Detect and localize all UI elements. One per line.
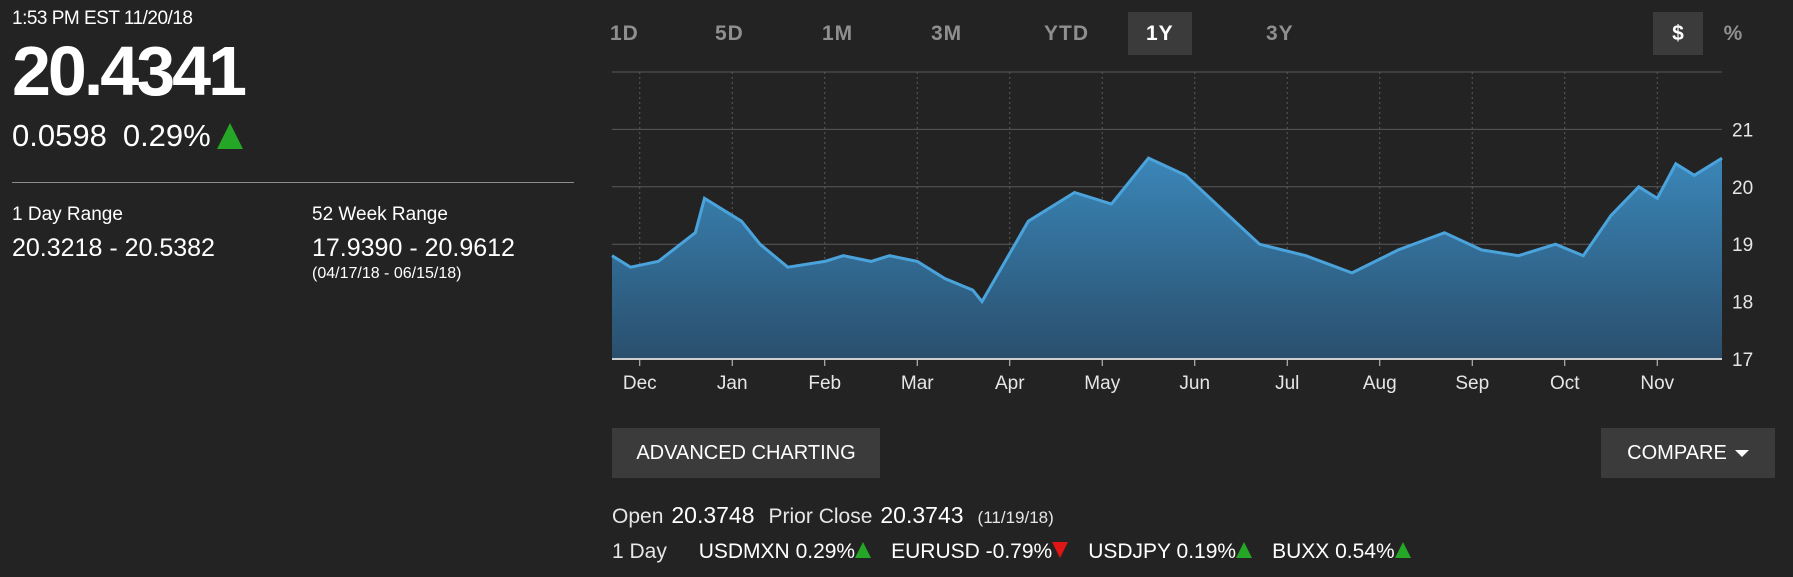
y-tick-label: 17	[1732, 350, 1753, 371]
x-tick-label: Mar	[901, 373, 934, 394]
x-tick-label: Feb	[808, 373, 841, 394]
y-tick-label: 19	[1732, 235, 1753, 256]
advanced-charting-label: ADVANCED CHARTING	[636, 442, 856, 464]
ticker-name: EURUSD	[891, 540, 980, 563]
quote-timestamp: 1:53 PM EST 11/20/18	[12, 8, 193, 29]
x-tick-label: Aug	[1363, 373, 1397, 394]
price-line	[611, 156, 1723, 305]
ticker-usdjpy[interactable]: USDJPY 0.19%	[1088, 540, 1253, 563]
unit-dollar-button[interactable]: $	[1653, 12, 1703, 55]
divider	[12, 182, 574, 183]
ticker-pct: 0.29%	[795, 540, 856, 563]
compare-label: COMPARE	[1627, 442, 1727, 464]
x-tick-label: Nov	[1640, 373, 1674, 394]
y-tick-label: 20	[1732, 178, 1753, 199]
week52-range-label: 52 Week Range	[312, 204, 448, 225]
day-range-label: 1 Day Range	[12, 204, 123, 225]
ticker-buxx[interactable]: BUXX 0.54%	[1272, 540, 1411, 563]
prior-close-date: (11/19/18)	[977, 508, 1054, 527]
week52-range: 52 Week Range 17.9390 - 20.9612 (04/17/1…	[312, 204, 515, 283]
week52-range-dates: (04/17/18 - 06/15/18)	[312, 265, 462, 282]
advanced-charting-button[interactable]: ADVANCED CHARTING	[612, 428, 880, 478]
x-tick-label: Jul	[1275, 373, 1299, 394]
up-arrow-icon	[216, 123, 243, 149]
price-change: 0.0598	[12, 118, 107, 153]
period-1d[interactable]: 1D	[610, 22, 639, 45]
up-arrow-icon	[1236, 542, 1253, 558]
caret-down-icon	[1734, 450, 1749, 458]
period-1m[interactable]: 1M	[822, 22, 854, 45]
x-tick-label: Apr	[995, 373, 1025, 394]
ticker-usdmxn[interactable]: USDMXN 0.29%	[698, 540, 872, 563]
up-arrow-icon	[855, 542, 872, 558]
change-row: 0.0598 0.29%	[12, 118, 574, 154]
ticker-pct: -0.79%	[985, 540, 1053, 563]
ticker-name: USDMXN	[698, 540, 790, 563]
period-ytd[interactable]: YTD	[1044, 22, 1089, 45]
down-arrow-icon	[1052, 542, 1069, 558]
period-3y[interactable]: 3Y	[1266, 22, 1294, 45]
unit-percent-button[interactable]: %	[1723, 22, 1743, 45]
x-tick-label: Sep	[1455, 373, 1489, 394]
stats-row: Open 20.3748 Prior Close 20.3743 (11/19/18)	[612, 502, 1054, 529]
y-tick-label: 21	[1732, 120, 1753, 141]
x-tick-label: Jun	[1179, 373, 1210, 394]
prior-close-label: Prior Close	[768, 505, 873, 528]
compare-button[interactable]: COMPARE	[1601, 428, 1775, 478]
x-tick-label: Jan	[717, 373, 748, 394]
open-label: Open	[612, 505, 664, 528]
quote-panel: 1:53 PM EST 11/20/18 20.4341 0.0598 0.29…	[12, 8, 574, 282]
prior-close-value: 20.3743	[880, 502, 964, 528]
ticker-pct: 0.19%	[1176, 540, 1237, 563]
ticker-name: USDJPY	[1088, 540, 1171, 563]
ticker-pct: 0.54%	[1335, 540, 1395, 563]
period-1y[interactable]: 1Y	[1128, 12, 1192, 55]
period-5d[interactable]: 5D	[715, 22, 744, 45]
price-area	[612, 158, 1722, 359]
day-range-value: 20.3218 - 20.5382	[12, 234, 215, 262]
y-tick-label: 18	[1732, 293, 1753, 314]
ticker-name: BUXX	[1272, 540, 1330, 563]
price-change-percent: 0.29%	[122, 118, 211, 153]
period-3m[interactable]: 3M	[931, 22, 963, 45]
week52-range-value: 17.9390 - 20.9612	[312, 234, 515, 262]
one-day-row: 1 Day USDMXN 0.29% EURUSD -0.79% USDJPY 0.…	[612, 540, 1431, 564]
one-day-label: 1 Day	[612, 540, 667, 563]
day-range: 1 Day Range 20.3218 - 20.5382	[12, 204, 215, 263]
x-tick-label: Oct	[1550, 373, 1580, 394]
x-tick-label: Dec	[623, 373, 657, 394]
ticker-eurusd[interactable]: EURUSD -0.79%	[891, 540, 1069, 563]
x-tick-label: May	[1084, 373, 1120, 394]
up-arrow-icon	[1394, 542, 1411, 558]
last-price: 20.4341	[12, 32, 247, 110]
open-value: 20.3748	[671, 502, 755, 528]
price-chart[interactable]: 17 18 19 20 21 Dec Jan Feb Mar Apr May Jun Jul Aug Sep…	[0, 0, 1793, 410]
